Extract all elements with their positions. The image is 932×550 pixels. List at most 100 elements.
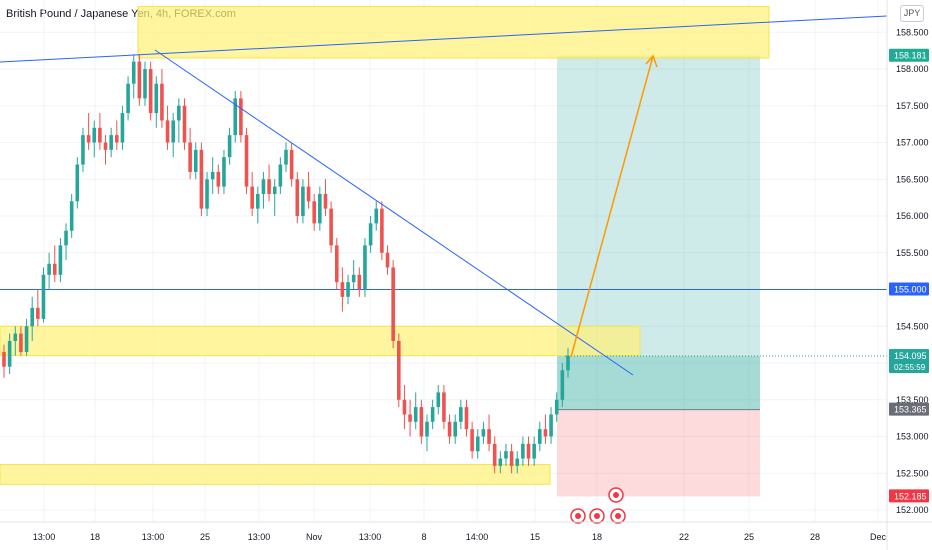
candle xyxy=(453,421,457,437)
candle xyxy=(430,407,435,422)
time-tick-label: 25 xyxy=(744,532,754,542)
price-tag xyxy=(889,402,929,416)
candle xyxy=(357,274,362,290)
candle xyxy=(318,193,322,224)
time-tick-label: 18 xyxy=(592,532,602,542)
candle xyxy=(481,429,486,437)
candle xyxy=(436,392,441,408)
candle xyxy=(75,164,80,202)
candle xyxy=(239,98,243,136)
price-tick-label: 157.500 xyxy=(896,101,929,111)
time-tick-label: 18 xyxy=(90,532,100,542)
support-resistance-zone xyxy=(0,463,551,485)
candle xyxy=(498,458,503,466)
candle xyxy=(560,370,565,400)
price-tag-label: 155.000 xyxy=(894,285,927,295)
candle xyxy=(397,340,401,400)
time-tick-label: 25 xyxy=(200,532,210,542)
price-tag-label: 154.095 xyxy=(894,351,927,361)
economic-event-icon-dot xyxy=(594,513,600,519)
price-tick-label: 154.500 xyxy=(896,321,929,331)
candle xyxy=(160,83,164,121)
candle xyxy=(250,186,254,209)
candle xyxy=(7,340,12,367)
time-tick-label: 13:00 xyxy=(248,532,271,542)
price-tick-label: 153.500 xyxy=(896,395,929,405)
candle xyxy=(346,282,350,297)
price-tag xyxy=(889,489,929,503)
candle xyxy=(177,105,181,121)
candle xyxy=(188,142,192,172)
price-tag-label: 153.365 xyxy=(894,405,927,415)
candle xyxy=(216,171,221,187)
candle xyxy=(115,135,119,143)
price-tag-label: 158.181 xyxy=(894,51,927,61)
candle xyxy=(233,98,238,136)
candle xyxy=(267,179,271,194)
candle xyxy=(549,414,553,437)
time-tick-label: 8 xyxy=(421,532,426,542)
economic-event-icon-dot xyxy=(575,513,581,519)
candle xyxy=(171,120,175,143)
candle xyxy=(368,223,373,246)
candle xyxy=(329,208,333,246)
candle xyxy=(442,392,446,422)
candle xyxy=(272,186,277,194)
price-tag xyxy=(889,282,929,296)
candle xyxy=(30,307,34,327)
candle xyxy=(532,443,536,459)
time-tick-label: 28 xyxy=(810,532,820,542)
candle xyxy=(543,429,548,437)
candle xyxy=(109,135,113,150)
candle xyxy=(199,149,204,209)
candle xyxy=(193,149,198,172)
candle xyxy=(165,120,170,143)
candle xyxy=(19,333,23,352)
candle xyxy=(340,282,345,297)
candle xyxy=(521,443,525,459)
countdown-label: 02:55:59 xyxy=(894,363,926,372)
candle xyxy=(13,333,18,341)
time-tick-label: 13:00 xyxy=(359,532,382,542)
price-tick-label: 158.000 xyxy=(896,64,929,74)
candle xyxy=(363,245,367,290)
candle xyxy=(284,149,288,165)
candle xyxy=(98,127,102,143)
candle xyxy=(538,429,542,444)
currency-button[interactable]: JPY xyxy=(900,5,924,22)
price-tick-label: 156.500 xyxy=(896,174,929,184)
price-tick-label: 153.000 xyxy=(896,432,929,442)
time-tick-label: 22 xyxy=(679,532,689,542)
candle xyxy=(143,69,147,99)
candle xyxy=(81,135,85,165)
candle xyxy=(385,252,390,268)
candle xyxy=(323,193,328,209)
candle xyxy=(103,142,108,150)
candle xyxy=(182,105,187,143)
candle xyxy=(154,83,159,114)
candle xyxy=(419,407,424,437)
time-tick-label: 13:00 xyxy=(33,532,56,542)
candle xyxy=(312,201,316,224)
candle xyxy=(380,208,384,253)
candle xyxy=(126,83,130,114)
price-tick-label: 157.000 xyxy=(896,138,929,148)
candle xyxy=(295,179,300,216)
candle xyxy=(334,245,339,283)
price-tag xyxy=(889,48,929,62)
candle xyxy=(306,186,311,202)
candle xyxy=(41,274,46,319)
stop-zone xyxy=(557,409,760,497)
candle xyxy=(256,193,260,209)
candle xyxy=(470,429,474,452)
candle xyxy=(244,135,249,187)
candle xyxy=(69,201,74,231)
candle xyxy=(92,127,97,143)
candle xyxy=(408,414,412,422)
candle xyxy=(120,113,125,143)
open-profit-zone xyxy=(557,356,760,410)
candle xyxy=(148,69,153,114)
descending-trend-line xyxy=(154,49,634,376)
candle xyxy=(464,407,469,430)
